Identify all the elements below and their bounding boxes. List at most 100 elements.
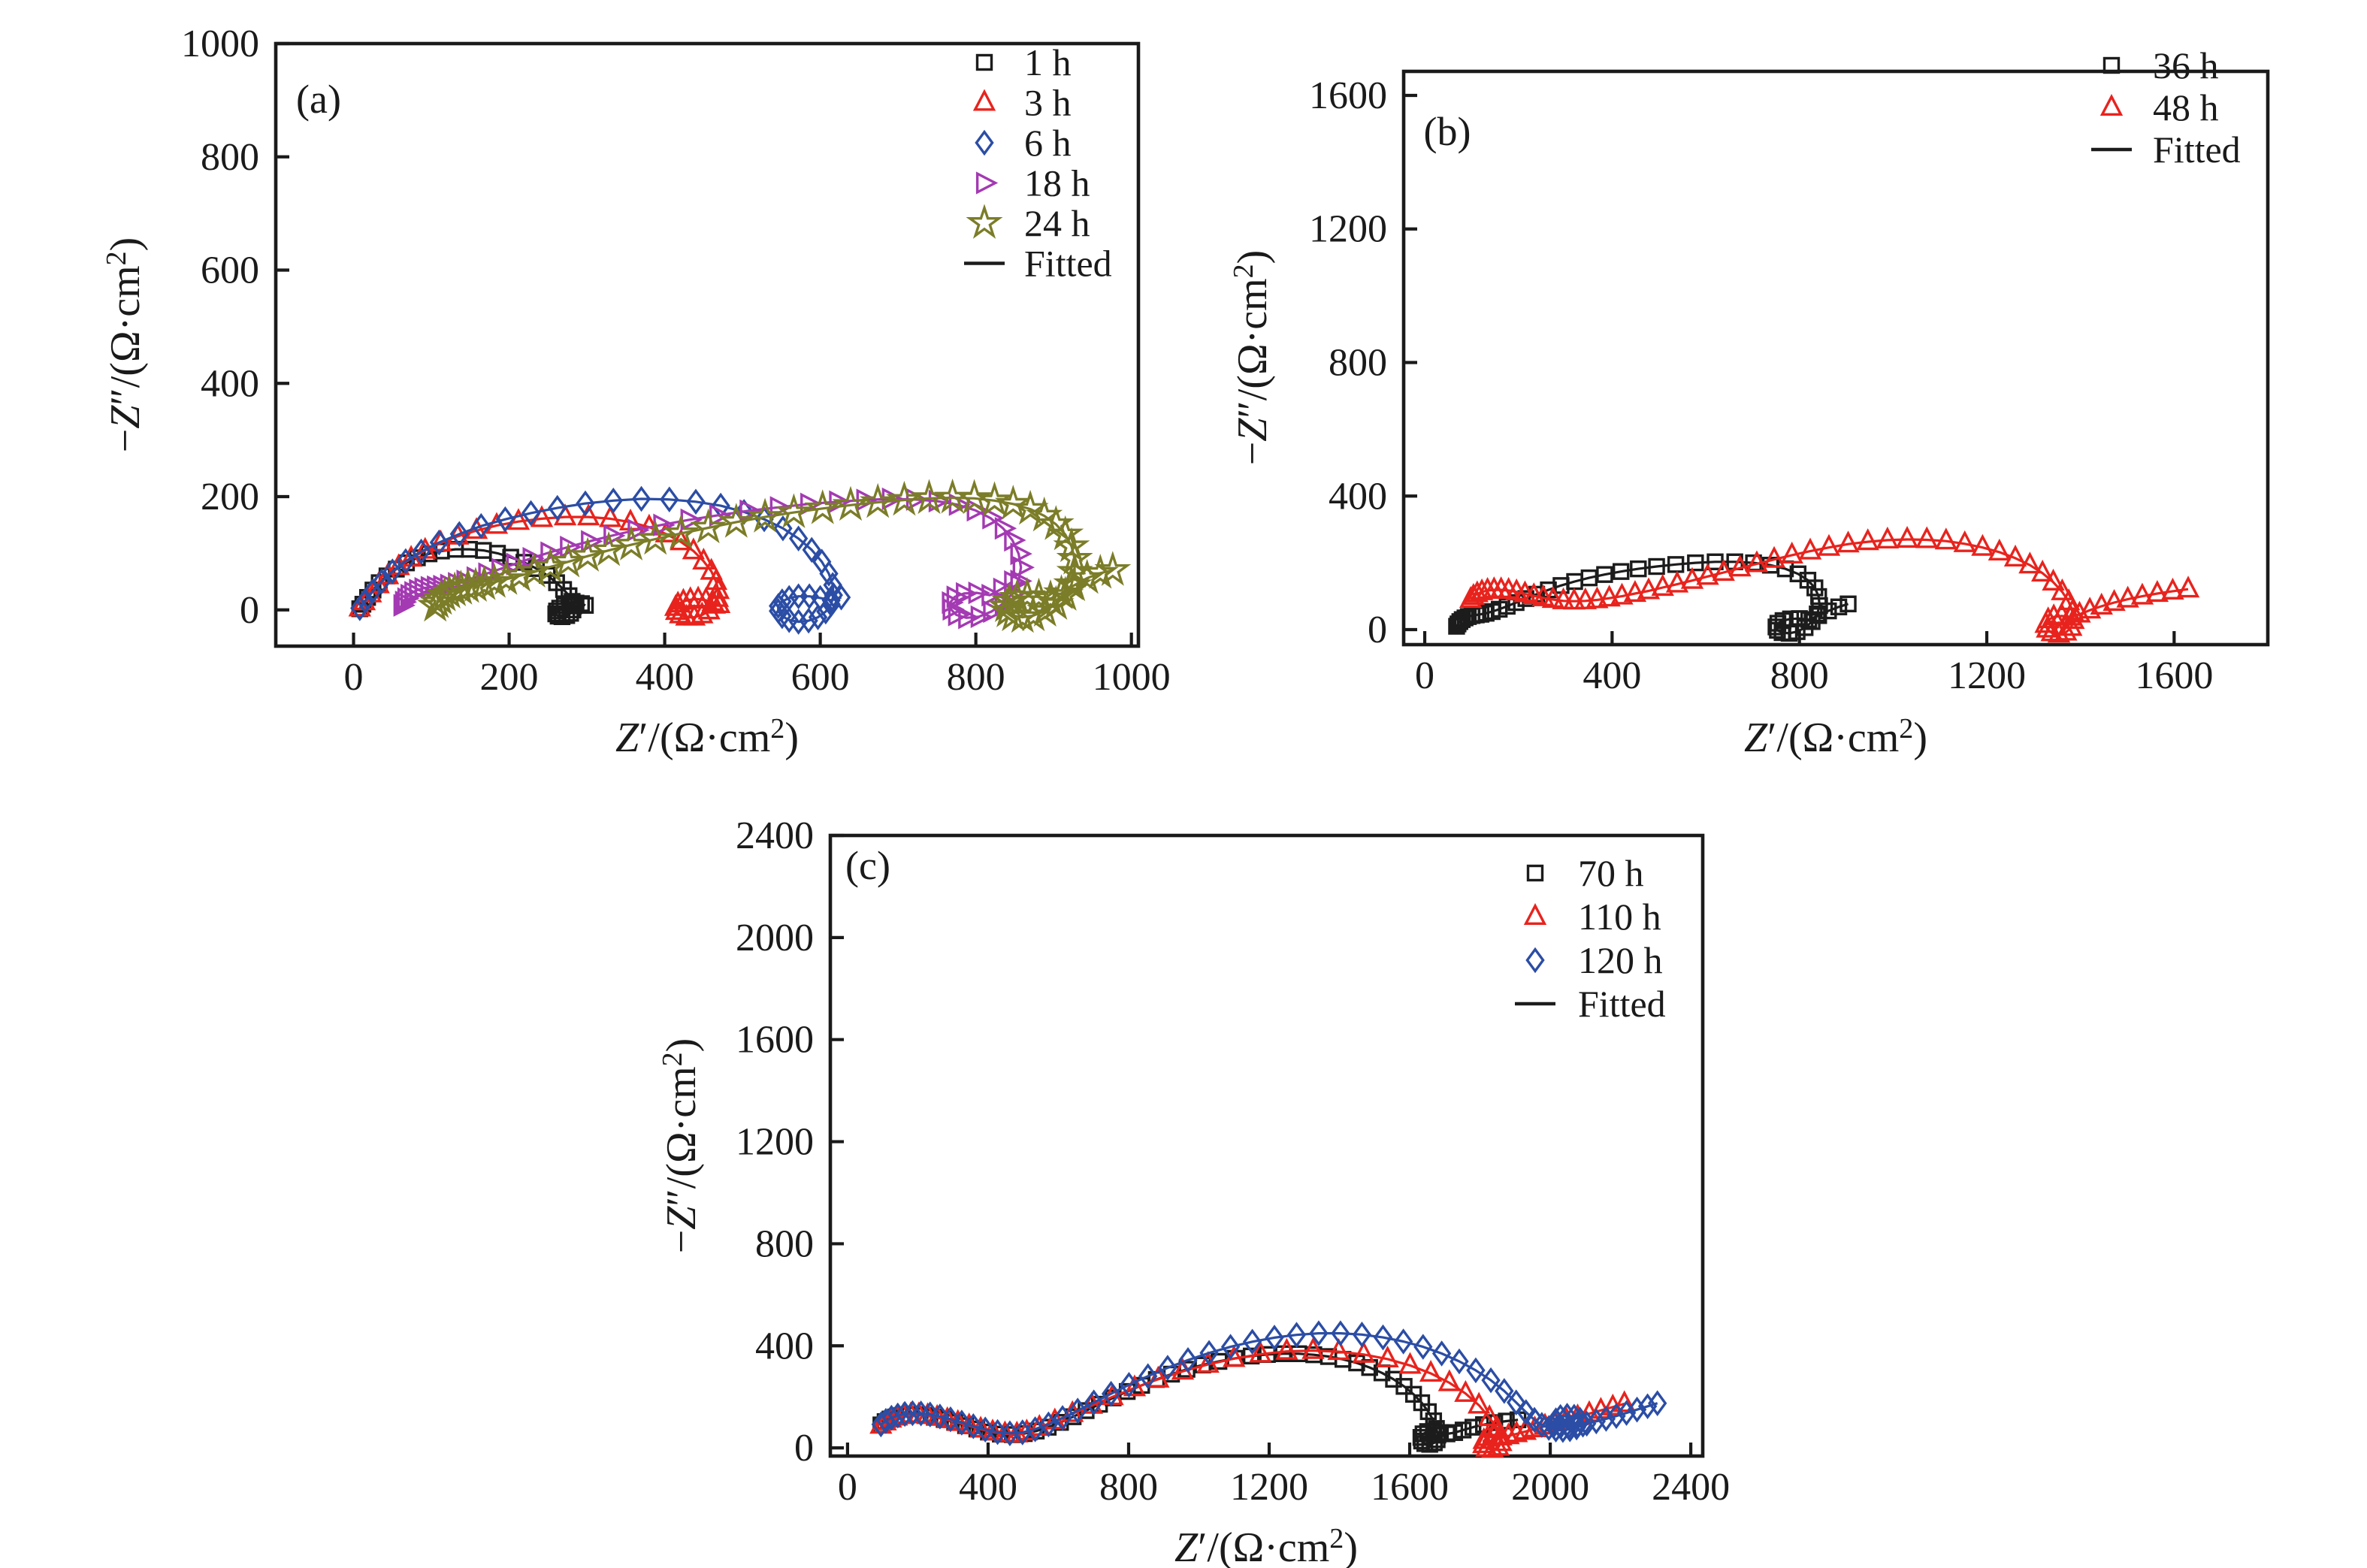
triangle-marker-icon [1817,533,1841,556]
triangle-marker-icon [1301,1337,1325,1359]
legend-item-Fitted: Fitted [2091,128,2241,171]
triangle-marker-icon [1352,1340,1375,1363]
diamond-marker-icon [1101,1380,1121,1407]
triangle-marker-icon [1467,1391,1491,1414]
square-marker-icon [576,597,594,614]
diamond-marker-icon [1373,1324,1393,1351]
diamond-marker-icon [521,500,541,527]
triangle-marker-icon [1497,1422,1520,1445]
triright-marker-icon [1004,569,1026,594]
triangle-marker-icon [2060,614,2083,636]
triangle-marker-icon [692,547,715,569]
triangle-marker-icon [707,591,731,614]
diamond-marker-icon [1331,1320,1350,1346]
triangle-marker-icon [672,588,695,610]
diamond-marker-icon [773,515,793,542]
triangle-marker-icon [1613,1390,1636,1412]
x-axis-title: Z′/(Ω·cm2) [1174,1523,1358,1568]
diamond-marker-icon [1309,1320,1329,1346]
triangle-marker-icon [2018,551,2042,574]
triangle-marker-icon [670,528,693,551]
x-tick-label: 2000 [1511,1466,1589,1509]
star-marker-icon [746,497,784,533]
triangle-marker-icon [1327,1338,1350,1361]
x-axis-title: Z′/(Ω·cm2) [1744,713,1927,761]
diamond-marker-icon [772,588,792,615]
diamond-marker-icon [1648,1390,1667,1416]
diamond-marker-icon [1564,1403,1584,1430]
diamond-marker-icon [930,1403,950,1430]
square-marker-icon [1830,598,1848,615]
x-tick-label: 400 [636,656,694,699]
y-tick-label: 2400 [736,814,814,857]
legend-label: Fitted [2153,128,2241,171]
star-marker-icon [466,565,503,600]
diamond-marker-icon [831,584,851,611]
diamond-marker-icon [1068,1397,1087,1424]
diamond-marker-icon [1616,1400,1637,1426]
square-marker-icon [551,600,569,617]
diamond-marker-icon [1627,1396,1647,1423]
star-marker-icon [590,530,627,566]
y-tick-label: 800 [201,136,259,179]
series-24h [416,478,1132,633]
triangle-marker-icon [2116,585,2139,608]
y-tick-label: 200 [201,476,259,518]
triright-marker-icon [393,594,416,617]
x-tick-label: 0 [344,656,364,699]
square-marker-icon [1648,557,1665,576]
diamond-marker-icon [1466,1357,1486,1384]
x-tick-label: 800 [1099,1466,1158,1509]
diamond-marker-icon [355,588,375,614]
star-marker-icon [718,503,755,538]
diamond-marker-icon [1119,1371,1139,1398]
diamond-marker-icon [350,595,370,621]
triangle-marker-icon [1454,1379,1477,1402]
chart-c-svg: 0 400 800 1200 1600 2000 2400 0 400 800 1200 1600 20… [657,814,1730,1568]
x-tick-label: 600 [791,656,850,699]
diamond-marker-icon [1220,1334,1241,1360]
triangle-marker-icon [2003,544,2027,566]
diamond-marker-icon [1577,1410,1597,1437]
triangle-marker-icon [1398,1352,1422,1374]
triangle-marker-icon [1934,527,1957,550]
triangle-marker-icon [1437,1369,1462,1391]
triangle-marker-icon [1419,1359,1443,1382]
diamond-marker-icon [895,1400,914,1428]
triangle-marker-icon [1623,580,1647,603]
y-tick-label: 1600 [1309,74,1387,117]
diamond-marker-icon [1053,1405,1072,1431]
square-marker-icon [1454,1421,1472,1439]
diamond-marker-icon [802,536,821,563]
series-6h [350,485,851,635]
triangle-marker-icon [2099,94,2124,116]
star-marker-icon [662,514,700,549]
triangle-marker-icon [1275,1337,1298,1360]
diamond-marker-icon [1352,1322,1372,1348]
triangle-marker-icon [1196,1351,1220,1373]
legend-item-6h: 6 h [975,122,1072,164]
star-marker-icon [1081,554,1119,589]
diamond-marker-icon [1637,1393,1658,1420]
triangle-marker-icon [1971,533,1994,556]
y-tick-label: 1200 [736,1121,814,1164]
panel-b: 0 400 800 1200 1600 0 400 800 1200 1600 36 h 48 h Fi… [1202,0,2367,796]
star-marker-icon [832,485,869,521]
diamond-marker-icon [449,521,469,548]
triangle-marker-icon [2059,603,2082,626]
y-tick-label: 0 [240,589,259,632]
triangle-marker-icon [2031,559,2054,582]
legend-label: 36 h [2153,44,2219,86]
y-tick-label: 400 [1329,475,1387,518]
diamond-marker-icon [779,585,799,612]
square-marker-icon [1800,611,1818,628]
diamond-marker-icon [1242,1328,1262,1355]
legend-item-Fitted: Fitted [964,243,1112,285]
diamond-marker-icon [1450,1348,1469,1375]
y-tick-label: 800 [755,1222,814,1265]
triangle-marker-icon [1876,526,1900,548]
x-tick-label: 0 [838,1466,857,1509]
square-marker-icon [1839,595,1857,612]
legend-item-48h: 48 h [2099,86,2219,128]
diamond-marker-icon [1199,1340,1219,1367]
